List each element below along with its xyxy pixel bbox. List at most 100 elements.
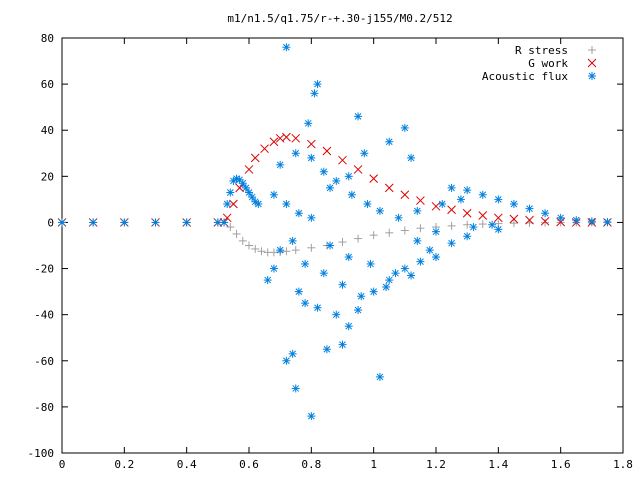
data-point: [363, 200, 372, 208]
data-point: [120, 218, 129, 227]
data-point: [541, 209, 550, 218]
data-point: [344, 172, 353, 181]
data-point: [307, 243, 316, 252]
data-point: [556, 217, 566, 227]
y-tick-label: -40: [34, 309, 54, 322]
y-tick-label: -100: [28, 447, 55, 460]
data-point: [313, 80, 322, 89]
data-point: [276, 246, 285, 255]
data-point: [58, 218, 66, 227]
data-point: [89, 218, 98, 227]
data-point: [509, 214, 519, 224]
data-point: [291, 133, 301, 143]
data-point: [488, 220, 497, 229]
x-tick-label: 1.4: [488, 458, 508, 471]
data-point: [456, 195, 465, 204]
data-point: [366, 259, 375, 268]
data-point: [326, 183, 335, 192]
data-point: [494, 225, 503, 234]
data-point: [360, 149, 369, 158]
data-point: [509, 219, 518, 228]
data-point: [556, 213, 565, 222]
data-point: [313, 303, 322, 312]
y-tick-label: 20: [41, 170, 54, 183]
data-point: [260, 144, 269, 154]
data-point: [587, 217, 596, 226]
data-point: [338, 340, 347, 349]
data-point: [382, 283, 391, 291]
legend-label: G work: [528, 57, 568, 70]
data-point: [332, 310, 341, 319]
data-point: [416, 224, 425, 233]
data-point: [306, 139, 316, 149]
data-point: [332, 176, 341, 185]
data-point: [391, 269, 400, 278]
series-r-stress: [58, 218, 612, 257]
data-point: [347, 190, 356, 199]
x-tick-label: 0.6: [239, 458, 259, 471]
data-point: [447, 205, 456, 215]
data-point: [223, 200, 232, 208]
data-point: [288, 236, 297, 245]
data-point: [338, 155, 347, 165]
data-point: [462, 208, 472, 218]
data-point: [385, 137, 394, 146]
data-point: [400, 123, 409, 132]
data-point: [282, 200, 291, 208]
data-point: [307, 213, 316, 222]
x-tick-label: 0: [59, 458, 66, 471]
data-point: [294, 287, 303, 296]
data-point: [220, 218, 229, 227]
data-point: [416, 257, 425, 266]
data-point: [400, 190, 410, 200]
legend-marker: [588, 46, 596, 54]
data-point: [310, 89, 319, 98]
data-point: [353, 165, 363, 174]
data-point: [385, 276, 394, 285]
y-tick-label: 80: [41, 32, 54, 45]
data-point: [493, 213, 503, 223]
data-point: [245, 241, 253, 250]
x-tick-label: 0.2: [114, 458, 134, 471]
data-point: [294, 209, 303, 218]
data-point: [282, 247, 291, 256]
data-point: [319, 269, 328, 278]
data-point: [494, 195, 503, 204]
data-point: [413, 236, 422, 245]
data-point: [369, 287, 378, 296]
data-point: [269, 190, 278, 199]
data-point: [276, 160, 285, 169]
data-point: [540, 216, 550, 226]
data-point: [438, 200, 447, 208]
data-point: [250, 153, 260, 163]
data-point: [354, 112, 363, 121]
data-point: [407, 153, 416, 162]
data-point: [291, 384, 300, 393]
data-point: [525, 204, 534, 213]
data-point: [447, 183, 456, 192]
data-point: [338, 280, 347, 289]
data-point: [301, 259, 310, 268]
data-point: [478, 220, 487, 229]
data-point: [301, 299, 310, 308]
data-point: [400, 264, 409, 273]
y-tick-label: 0: [47, 216, 54, 229]
data-point: [525, 215, 534, 225]
data-point: [463, 186, 472, 195]
x-tick-label: 1.2: [426, 458, 446, 471]
y-tick-label: -60: [34, 355, 54, 368]
data-point: [282, 356, 291, 365]
axis-tick-labels: 0 0.2 0.4 0.6 0.8 1 1.2 1.4 1.6 1.8 80 60 40 20 0 -20 -4…: [28, 32, 633, 471]
plot-frame: [61, 37, 624, 454]
data-point: [282, 43, 291, 52]
data-point: [238, 179, 247, 188]
y-tick-label: 40: [41, 124, 54, 137]
data-point: [304, 119, 313, 128]
data-point: [322, 146, 332, 156]
data-point: [288, 349, 297, 358]
data-point: [291, 246, 300, 255]
data-point: [432, 253, 440, 262]
data-point: [319, 167, 328, 176]
x-tick-label: 0.4: [177, 458, 197, 471]
